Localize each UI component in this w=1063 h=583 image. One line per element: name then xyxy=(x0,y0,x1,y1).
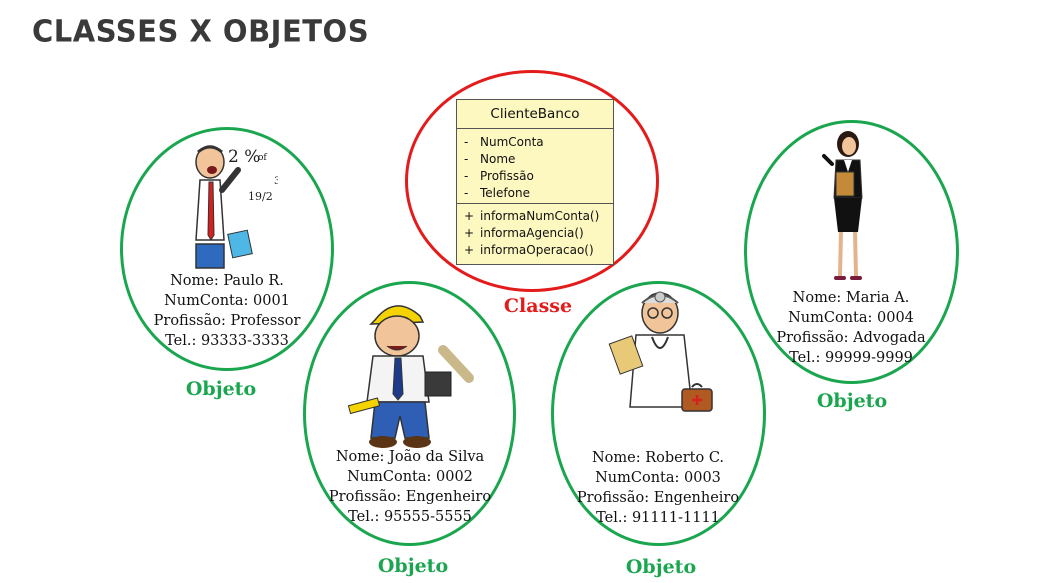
object-info-4: Nome: Maria A. NumConta: 0004 Profissão:… xyxy=(741,288,961,368)
uml-attribute: - Nome xyxy=(464,152,516,166)
engineer-icon xyxy=(347,305,474,448)
lawyer-icon xyxy=(822,131,863,280)
doctor-icon xyxy=(608,291,713,412)
object-2-line-4: Tel.: 95555-5555 xyxy=(348,509,472,525)
object-3-line-2: NumConta: 0003 xyxy=(595,470,721,486)
object-3-line-1: Nome: Roberto C. xyxy=(591,450,725,466)
class-caption: Classe xyxy=(503,295,573,317)
uml-method: + informaNumConta() xyxy=(464,209,600,223)
object-2-line-3: Profissão: Engenheiro xyxy=(328,489,492,505)
object-info-2: Nome: João da Silva NumConta: 0002 Profi… xyxy=(300,447,520,527)
object-1-line-4: Tel.: 93333-3333 xyxy=(165,333,289,349)
object-3-line-4: Tel.: 91111-1111 xyxy=(596,510,720,526)
object-caption-2: Objeto xyxy=(377,555,449,577)
uml-class-box: ClienteBanco - NumConta - Nome - Profissão … xyxy=(456,99,614,265)
object-3-line-3: Profissão: Engenheiro xyxy=(576,490,740,506)
uml-attributes: - NumConta - Nome - Profissão - Telefone xyxy=(457,129,613,204)
object-caption-4: Objeto xyxy=(816,390,888,412)
object-ellipse-3 xyxy=(551,281,766,546)
object-1-line-2: NumConta: 0001 xyxy=(164,293,290,309)
professor-icon: 2 % of 3 19/2 xyxy=(195,145,278,269)
board-text-of: of xyxy=(258,153,267,163)
board-text-percent: 2 % xyxy=(228,147,260,167)
uml-attribute: - NumConta xyxy=(464,135,544,149)
object-4-line-3: Profissão: Advogada xyxy=(776,330,926,346)
object-ellipse-1 xyxy=(120,127,334,371)
object-1-line-1: Nome: Paulo R. xyxy=(170,273,284,289)
object-4-line-1: Nome: Maria A. xyxy=(792,290,910,306)
board-text-fraction: 19/2 xyxy=(248,190,273,203)
uml-attribute: - Telefone xyxy=(464,186,530,200)
uml-attribute: - Profissão xyxy=(464,169,534,183)
uml-methods: + informaNumConta() + informaAgencia() + in… xyxy=(457,204,613,259)
uml-method: + informaOperacao() xyxy=(464,243,594,257)
page-title: CLASSES X OBJETOS xyxy=(32,13,370,49)
object-2-line-1: Nome: João da Silva xyxy=(335,449,485,465)
object-caption-3: Objeto xyxy=(625,556,697,578)
object-4-line-2: NumConta: 0004 xyxy=(788,310,914,326)
object-1-line-3: Profissão: Professor xyxy=(153,313,301,329)
uml-method: + informaAgencia() xyxy=(464,226,584,240)
object-caption-1: Objeto xyxy=(185,378,257,400)
board-text-three: 3 xyxy=(274,176,278,187)
object-4-line-4: Tel.: 99999-9999 xyxy=(789,350,913,366)
object-info-1: Nome: Paulo R. NumConta: 0001 Profissão:… xyxy=(117,271,337,351)
object-2-line-2: NumConta: 0002 xyxy=(347,469,473,485)
uml-class-name: ClienteBanco xyxy=(457,100,613,129)
object-info-3: Nome: Roberto C. NumConta: 0003 Profissã… xyxy=(548,448,768,528)
